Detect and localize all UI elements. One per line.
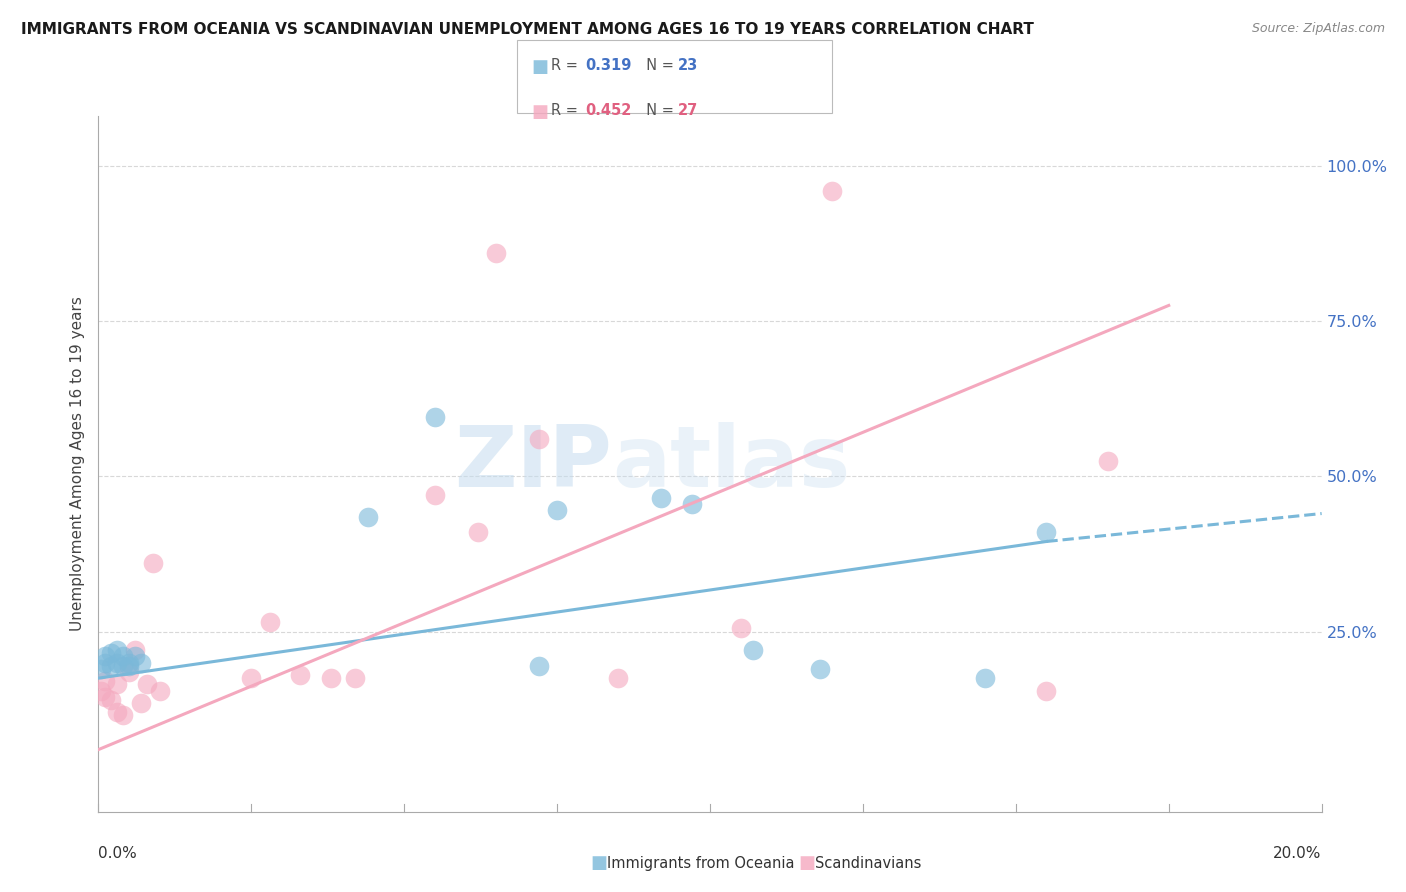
Point: [467, 525, 489, 540]
Point: [111, 649, 134, 664]
Point: [111, 708, 134, 723]
Point: [90, 662, 112, 676]
Text: ZIP: ZIP: [454, 422, 612, 506]
Point: [111, 658, 134, 673]
Point: [129, 656, 152, 670]
Point: [974, 671, 997, 685]
Point: [90, 683, 112, 698]
Point: [650, 491, 672, 505]
Text: atlas: atlas: [612, 422, 851, 506]
Point: [142, 556, 165, 570]
Text: 0.452: 0.452: [585, 103, 631, 118]
Text: 20.0%: 20.0%: [1274, 846, 1322, 861]
Point: [93, 649, 115, 664]
Text: N =: N =: [637, 103, 679, 118]
Point: [681, 497, 703, 511]
Point: [607, 671, 630, 685]
Text: ■: ■: [591, 855, 607, 872]
Text: ■: ■: [531, 58, 548, 76]
Point: [118, 665, 141, 679]
Point: [741, 643, 763, 657]
Point: [344, 671, 367, 685]
Point: [319, 671, 342, 685]
Point: [118, 656, 141, 670]
Text: ■: ■: [531, 103, 548, 120]
Point: [105, 677, 128, 691]
Point: [124, 643, 146, 657]
Point: [105, 656, 128, 670]
Point: [527, 432, 550, 446]
Text: R =: R =: [551, 103, 582, 118]
Point: [129, 696, 152, 710]
Point: [730, 622, 752, 636]
Point: [240, 671, 263, 685]
Point: [149, 683, 172, 698]
Text: Immigrants from Oceania: Immigrants from Oceania: [607, 856, 794, 871]
Point: [423, 410, 446, 425]
Point: [105, 643, 128, 657]
Text: 0.319: 0.319: [585, 58, 631, 73]
Point: [93, 690, 115, 704]
Point: [290, 668, 312, 682]
Text: 0.0%: 0.0%: [98, 846, 138, 861]
Text: ■: ■: [799, 855, 815, 872]
Point: [105, 706, 128, 720]
Point: [93, 656, 115, 670]
Point: [356, 509, 378, 524]
Point: [527, 658, 550, 673]
Text: R =: R =: [551, 58, 582, 73]
Point: [485, 245, 508, 260]
Text: Scandinavians: Scandinavians: [815, 856, 922, 871]
Point: [1097, 454, 1119, 468]
Point: [93, 674, 115, 689]
Point: [259, 615, 281, 630]
Text: 27: 27: [678, 103, 697, 118]
Point: [546, 503, 568, 517]
Point: [808, 662, 831, 676]
Point: [1035, 683, 1057, 698]
Y-axis label: Unemployment Among Ages 16 to 19 years: Unemployment Among Ages 16 to 19 years: [69, 296, 84, 632]
Text: 23: 23: [678, 58, 697, 73]
Point: [100, 693, 122, 707]
Point: [100, 658, 122, 673]
Point: [124, 649, 146, 664]
Text: Source: ZipAtlas.com: Source: ZipAtlas.com: [1251, 22, 1385, 36]
Point: [136, 677, 159, 691]
Point: [1035, 525, 1057, 540]
Point: [100, 646, 122, 660]
Point: [118, 658, 141, 673]
Text: N =: N =: [637, 58, 679, 73]
Point: [821, 184, 844, 198]
Point: [423, 488, 446, 502]
Text: IMMIGRANTS FROM OCEANIA VS SCANDINAVIAN UNEMPLOYMENT AMONG AGES 16 TO 19 YEARS C: IMMIGRANTS FROM OCEANIA VS SCANDINAVIAN …: [21, 22, 1033, 37]
